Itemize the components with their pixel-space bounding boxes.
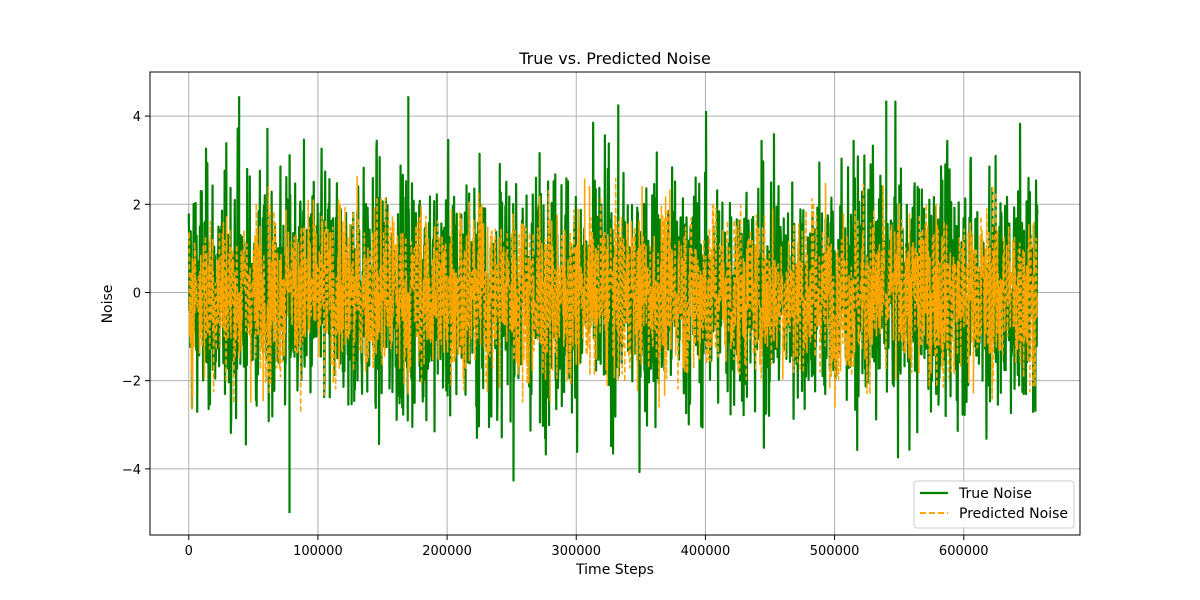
x-tick-label: 200000 bbox=[422, 544, 472, 559]
legend: True Noise Predicted Noise bbox=[913, 480, 1075, 529]
chart-title: True vs. Predicted Noise bbox=[518, 49, 711, 68]
y-tick-label: −2 bbox=[122, 375, 141, 390]
x-tick-label: 500000 bbox=[810, 544, 860, 559]
x-tick-label: 100000 bbox=[293, 544, 343, 559]
y-tick-label: 4 bbox=[133, 110, 141, 125]
x-axis: 0 100000 200000 300000 400000 500000 600000 bbox=[185, 535, 989, 559]
y-tick-label: 0 bbox=[133, 286, 141, 301]
legend-box bbox=[913, 480, 1075, 529]
y-tick-label: 2 bbox=[133, 198, 141, 213]
y-axis: −4 −2 0 2 4 bbox=[122, 110, 150, 478]
x-axis-label: Time Steps bbox=[575, 562, 654, 578]
plot-frame bbox=[149, 71, 1081, 536]
legend-label-true-noise: True Noise bbox=[958, 486, 1032, 502]
y-tick-label: −4 bbox=[122, 463, 141, 478]
legend-label-predicted-noise: Predicted Noise bbox=[959, 506, 1068, 522]
series-line-predicted-noise bbox=[187, 174, 1039, 414]
series-layer bbox=[187, 96, 1039, 513]
x-tick-label: 600000 bbox=[939, 544, 989, 559]
x-tick-label: 300000 bbox=[551, 544, 601, 559]
y-axis-label: Noise bbox=[100, 285, 116, 324]
x-tick-label: 400000 bbox=[681, 544, 731, 559]
x-tick-label: 0 bbox=[185, 544, 193, 559]
